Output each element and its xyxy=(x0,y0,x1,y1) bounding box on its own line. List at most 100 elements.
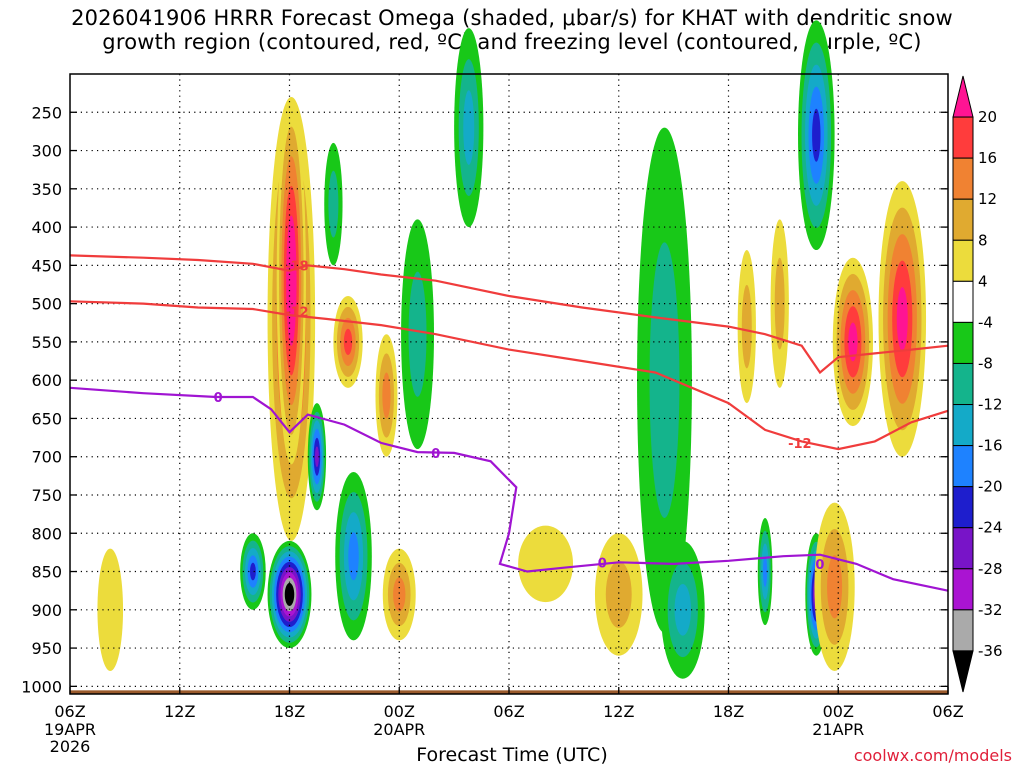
omega-level--12 xyxy=(463,90,475,165)
omega-level--16 xyxy=(348,532,359,581)
x-tick-label-42: 00Z xyxy=(823,702,854,721)
omega-level-12 xyxy=(827,555,843,619)
freezing-label-b: 0 xyxy=(431,447,440,462)
omega-level--16 xyxy=(762,556,768,587)
y-tick-label-500: 500 xyxy=(31,295,62,314)
omega-level-8 xyxy=(605,561,632,628)
contour-minus12: -12 -12 xyxy=(69,300,949,452)
omega-region-17 xyxy=(814,502,855,672)
y-tick-label-700: 700 xyxy=(31,448,62,467)
y-tick-label-600: 600 xyxy=(31,371,62,390)
freezing-level-contour: 0 0 0 0 xyxy=(69,386,949,592)
colorbar-swatch-7 xyxy=(952,362,974,406)
colorbar-label-1: 16 xyxy=(978,149,997,167)
colorbar-label-7: -12 xyxy=(978,396,1003,414)
omega-region-22 xyxy=(737,250,756,404)
omega-region-4 xyxy=(333,295,363,388)
colorbar-swatch-11 xyxy=(952,527,974,570)
colorbar-label-3: 8 xyxy=(978,231,988,249)
colorbar-swatch-4 xyxy=(952,239,974,282)
colorbar-swatch-6 xyxy=(952,321,974,364)
colorbar-label-9: -20 xyxy=(978,478,1003,496)
omega-level--12 xyxy=(674,583,692,636)
contour-minus18: -18 xyxy=(69,254,949,375)
x-tick-label-12: 18Z xyxy=(274,702,305,721)
x-tick-label-0: 06Z xyxy=(54,702,85,721)
colorbar-label-4: 4 xyxy=(978,272,988,290)
x-tick-date-0: 19APR xyxy=(44,720,96,739)
omega-region-13 xyxy=(798,20,835,251)
omega-level-4 xyxy=(97,548,124,672)
omega-level-20 xyxy=(896,287,908,351)
omega-level-8 xyxy=(774,257,785,350)
y-tick-label-550: 550 xyxy=(31,333,62,352)
contour-minus12-line xyxy=(69,300,949,451)
y-tick-label-450: 450 xyxy=(31,256,62,275)
omega-level--20 xyxy=(812,108,821,162)
site-credit[interactable]: coolwx.com/models xyxy=(853,746,1012,765)
omega-level-16 xyxy=(343,328,353,356)
omega-level--40 xyxy=(286,588,293,601)
x-tick-label-30: 12Z xyxy=(603,702,634,721)
omega-level-12 xyxy=(393,577,406,612)
y-tick-label-650: 650 xyxy=(31,409,62,428)
colorbar-label-0: 20 xyxy=(978,108,997,126)
omega-level-4 xyxy=(518,525,574,603)
colorbar-swatch-10 xyxy=(952,486,974,529)
colorbar-label-12: -32 xyxy=(978,601,1003,619)
contour-label-minus18: -18 xyxy=(285,259,309,274)
omega-region-21 xyxy=(757,517,773,626)
colorbar-cap-top xyxy=(952,75,974,118)
omega-level--24 xyxy=(314,446,319,468)
colorbar-label-13: -36 xyxy=(978,642,1003,660)
colorbar-label-6: -8 xyxy=(978,354,993,372)
omega-region-7 xyxy=(307,403,327,511)
freezing-label-c: 0 xyxy=(598,556,607,571)
x-tick-label-18: 00Z xyxy=(384,702,415,721)
x-tick-date-42: 21APR xyxy=(812,720,864,739)
x-axis-title: Forecast Time (UTC) xyxy=(416,744,608,766)
omega-region-2 xyxy=(267,540,312,649)
contour-label-minus12-a: -12 xyxy=(285,305,309,320)
y-tick-label-950: 950 xyxy=(31,639,62,658)
colorbar-swatch-3 xyxy=(952,198,974,241)
x-tick-label-36: 18Z xyxy=(713,702,744,721)
freezing-label-d: 0 xyxy=(815,558,824,573)
freezing-label-a: 0 xyxy=(214,391,223,406)
omega-region-16 xyxy=(878,181,927,457)
contour-label-minus12-b: -12 xyxy=(788,437,812,452)
chart-title-line-2: growth region (contoured, red, ºC) and f… xyxy=(102,30,922,54)
y-tick-label-850: 850 xyxy=(31,563,62,582)
omega-region-19 xyxy=(518,525,574,603)
colorbar-label-5: -4 xyxy=(978,313,993,331)
freezing-level-contour-line xyxy=(69,386,949,592)
omega-region-9 xyxy=(454,28,484,228)
colorbar-swatch-8 xyxy=(952,404,974,447)
omega-region-11 xyxy=(401,219,435,450)
omega-region-1 xyxy=(276,96,306,465)
omega-level-20 xyxy=(848,322,858,362)
omega-level--20 xyxy=(249,562,256,581)
chart-title: 2026041906 HRRR Forecast Omega (shaded, … xyxy=(0,6,1024,54)
contour-minus18-line xyxy=(69,254,949,375)
omega-level-12 xyxy=(382,372,391,419)
y-tick-label-350: 350 xyxy=(31,180,62,199)
x-tick-label-6: 12Z xyxy=(164,702,195,721)
colorbar-label-10: -24 xyxy=(978,519,1003,537)
colorbar-cap-bottom xyxy=(952,650,974,693)
chart-title-line-1: 2026041906 HRRR Forecast Omega (shaded, … xyxy=(71,6,953,30)
colorbar-label-8: -16 xyxy=(978,437,1003,455)
omega-region-8 xyxy=(335,472,372,641)
omega-level-24 xyxy=(288,245,295,317)
omega-region-15 xyxy=(832,257,874,427)
x-tick-year-0: 2026 xyxy=(50,737,91,756)
omega-region-18 xyxy=(594,533,643,656)
y-tick-label-300: 300 xyxy=(31,142,62,161)
omega-level-8 xyxy=(741,284,752,369)
colorbar: 20 16 12 8 4 -4 -8 -12 -16 -20 -24 -28 -32 -36 xyxy=(952,75,1003,693)
y-tick-label-250: 250 xyxy=(31,103,62,122)
omega-region-10 xyxy=(324,142,343,266)
colorbar-swatch-12 xyxy=(952,568,974,611)
omega-region-23 xyxy=(770,219,789,388)
